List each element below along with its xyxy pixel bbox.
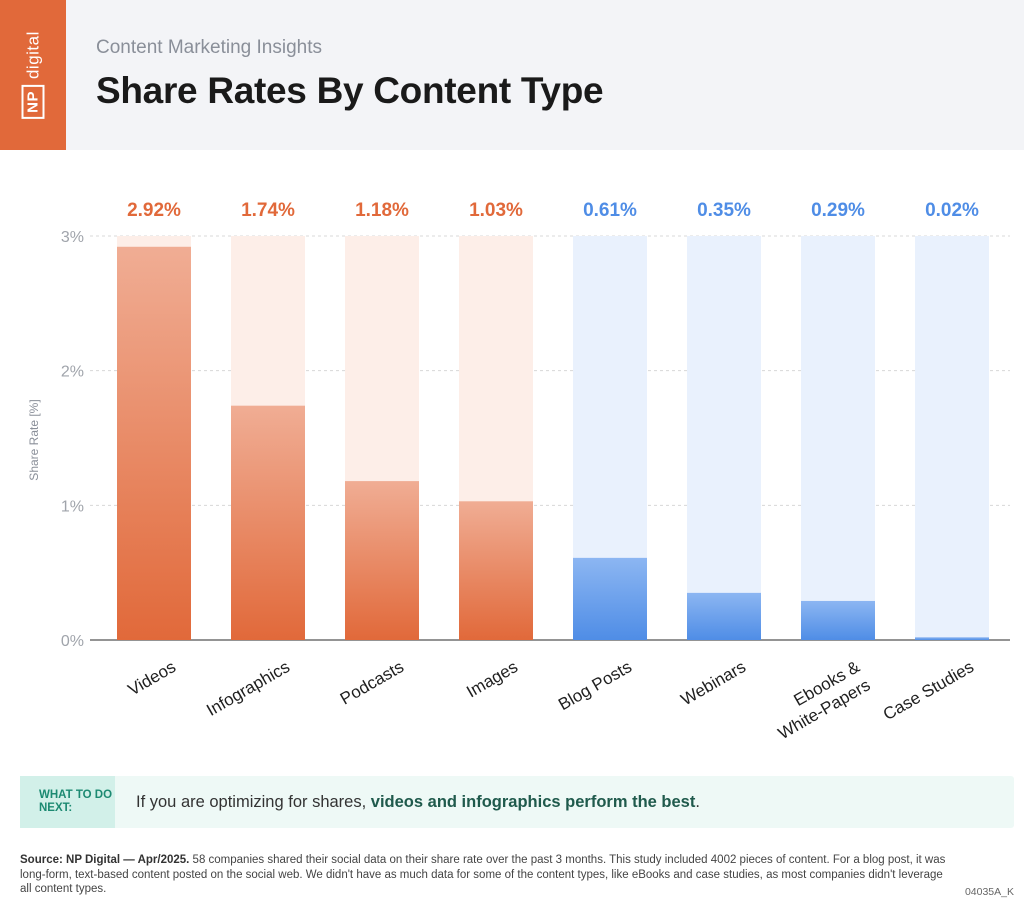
bar-webinars (687, 592, 761, 640)
x-tick-label: Images (463, 657, 521, 701)
data-label: 1.74% (241, 200, 295, 221)
what-to-do-next-callout: WHAT TO DO NEXT: If you are optimizing f… (20, 776, 1014, 828)
header: NP digital Content Marketing Insights Sh… (0, 0, 1024, 150)
x-tick-label: Infographics (203, 657, 293, 720)
bar-case-studies (915, 637, 989, 640)
bar-videos (117, 246, 191, 641)
logo-text: NP digital (21, 31, 45, 119)
data-label: 0.35% (697, 200, 751, 221)
source-text: 58 companies shared their social data on… (20, 854, 946, 895)
np-digital-logo: NP digital (0, 0, 66, 150)
bar-track (687, 236, 761, 640)
data-label: 2.92% (127, 200, 181, 221)
y-tick-label: 2% (61, 364, 84, 381)
bar-blog-posts (573, 557, 647, 640)
y-axis-label: Share Rate [%] (27, 399, 41, 480)
share-rate-bar-chart: 0% 1% 2% 3% 2.92% Videos 1.74% Infographics 1.1… (27, 200, 1010, 743)
data-label: 1.18% (355, 200, 409, 221)
bar-track (801, 236, 875, 640)
logo-np: NP (21, 85, 45, 119)
y-tick-label: 0% (61, 633, 84, 650)
source-note: Source: NP Digital — Apr/2025. 58 compan… (20, 853, 950, 897)
data-label: 1.03% (469, 200, 523, 221)
bar-images (459, 501, 533, 640)
y-tick-label: 1% (61, 498, 84, 515)
source-label: Source: NP Digital — Apr/2025. (20, 854, 190, 866)
chart-code: 04035A_K (964, 886, 1014, 898)
page-title: Share Rates By Content Type (96, 70, 604, 111)
x-tick-label: Blog Posts (555, 657, 635, 714)
callout-text-end: . (695, 793, 700, 811)
callout-text-bold: videos and infographics perform the best (370, 793, 696, 811)
y-tick-label: 3% (61, 229, 84, 246)
callout-tag: WHAT TO DO NEXT: (20, 776, 115, 828)
bar-track (915, 236, 989, 640)
callout-text: If you are optimizing for shares, videos… (136, 793, 700, 812)
data-label: 0.29% (811, 200, 865, 221)
bar-podcasts (345, 481, 419, 640)
x-tick-label: Videos (125, 657, 179, 699)
x-tick-label: Ebooks &White-Papers (764, 657, 874, 743)
data-label: 0.02% (925, 200, 979, 221)
page-subtitle: Content Marketing Insights (96, 37, 323, 58)
callout-text-plain: If you are optimizing for shares, (136, 793, 371, 811)
x-tick-label: Webinars (678, 657, 749, 709)
x-tick-label: Case Studies (880, 657, 977, 724)
x-tick-label: Podcasts (337, 657, 407, 708)
bar-ebooks-white-papers (801, 600, 875, 640)
bar-infographics (231, 405, 305, 640)
data-label: 0.61% (583, 200, 637, 221)
logo-word: digital (23, 31, 42, 80)
